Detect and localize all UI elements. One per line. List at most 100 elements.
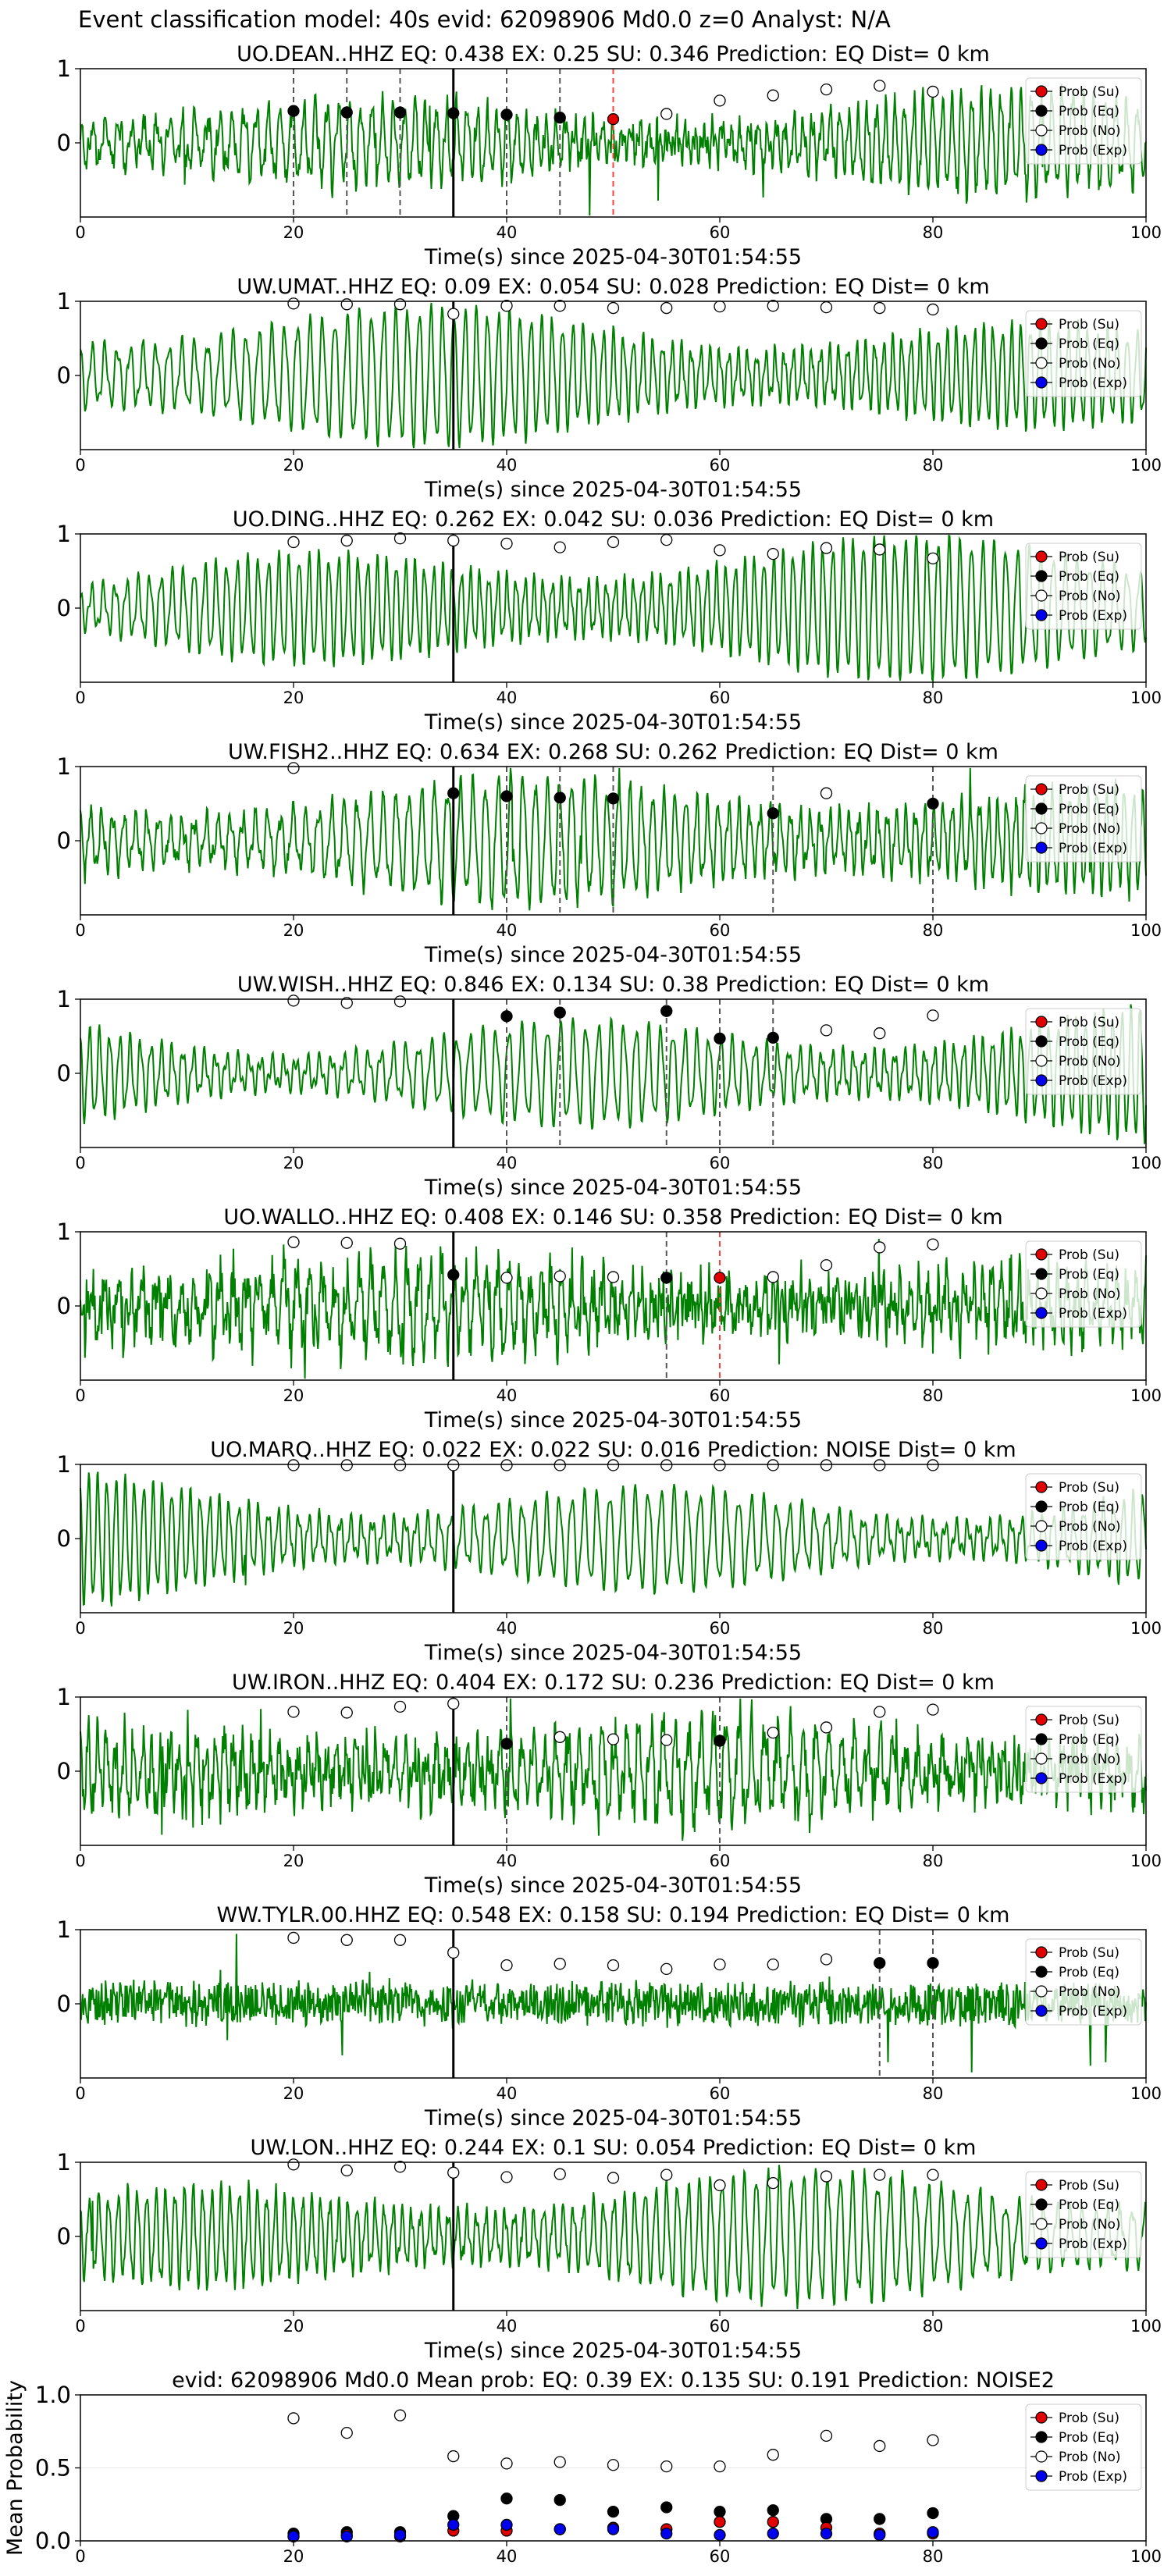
prob-no-point [553, 1270, 566, 1283]
legend-label: Prob (Eq) [1059, 1500, 1119, 1515]
x-tick-label: 0 [75, 1386, 85, 1405]
prob-no-point [927, 1009, 939, 1022]
legend-label: Prob (Su) [1059, 317, 1119, 333]
x-tick-label: 100 [1130, 688, 1162, 707]
panel-title: UO.DEAN..HHZ EQ: 0.438 EX: 0.25 SU: 0.34… [237, 42, 990, 66]
prob-no-point [287, 535, 300, 549]
prob-eq-point [447, 107, 460, 119]
prob-no-point [767, 1726, 779, 1739]
legend-marker [1035, 2411, 1048, 2424]
y-tick-label: 0 [57, 595, 71, 621]
prob-eq-point [767, 2504, 779, 2517]
prob-no-point [820, 787, 833, 799]
prob-no-point [607, 2459, 620, 2471]
legend-label: Prob (Eq) [1059, 802, 1119, 817]
legend-marker [1035, 802, 1048, 815]
x-tick-label: 20 [283, 921, 304, 940]
legend-marker [1035, 1035, 1048, 1048]
prob-no-point [500, 537, 513, 550]
legend-label: Prob (Su) [1059, 782, 1119, 798]
prob-no-point [927, 2169, 939, 2181]
prob-no-point [553, 1958, 566, 1970]
prob-no-point [714, 94, 726, 107]
panel-title: UO.WALLO..HHZ EQ: 0.408 EX: 0.146 SU: 0.… [223, 1205, 1002, 1229]
prob-exp-point [500, 2518, 513, 2532]
y-tick-label: 0 [57, 1525, 71, 1552]
x-tick-label: 100 [1130, 456, 1162, 475]
x-tick-label: 0 [75, 1154, 85, 1172]
legend-label: Prob (Eq) [1059, 1965, 1119, 1980]
legend-label: Prob (Eq) [1059, 1267, 1119, 1283]
y-tick-label: 0 [57, 1991, 71, 2017]
y-tick-label: 1 [57, 1219, 71, 1245]
legend-box [1025, 77, 1142, 165]
legend-marker [1035, 609, 1048, 621]
x-tick-label: 80 [923, 1852, 944, 1870]
prob-eq-point [287, 105, 300, 117]
prob-exp-point [927, 2526, 939, 2539]
x-tick-label: 20 [283, 1852, 304, 1870]
legend-marker [1035, 570, 1048, 582]
legend-label: Prob (Exp) [1059, 2236, 1127, 2252]
prob-no-point [927, 85, 939, 98]
seismogram-trace [80, 2165, 1147, 2310]
legend-marker [1035, 85, 1048, 98]
y-tick-label: 1 [57, 753, 71, 780]
x-tick-label: 80 [923, 2547, 944, 2566]
prob-exp-point [340, 2530, 353, 2543]
prob-no-point [767, 2176, 779, 2190]
x-tick-label: 40 [497, 921, 518, 940]
prob-no-point [340, 534, 353, 547]
legend-label: Prob (Su) [1059, 550, 1119, 565]
y-tick-label: 0 [57, 1758, 71, 1784]
x-tick-label: 100 [1130, 223, 1162, 242]
prob-no-point [393, 2409, 407, 2421]
legend-box [1025, 543, 1142, 630]
prob-su-point [714, 1272, 726, 1284]
prob-eq-point [500, 1738, 513, 1750]
prob-no-point [500, 1272, 513, 1284]
prob-no-point [874, 1027, 886, 1040]
legend-label: Prob (Su) [1059, 1945, 1119, 1961]
prob-eq-point [660, 1005, 673, 1017]
prob-no-point [340, 298, 353, 311]
prob-eq-point [714, 1032, 726, 1044]
x-axis-label: Time(s) since 2025-04-30T01:54:55 [424, 478, 802, 502]
prob-no-point [820, 1721, 833, 1734]
prob-no-point [767, 89, 779, 101]
legend-label: Prob (Exp) [1059, 1073, 1127, 1089]
legend-marker [1035, 2470, 1048, 2482]
prob-eq-point [500, 109, 513, 121]
prob-no-point [874, 1706, 886, 1718]
x-tick-label: 40 [497, 2317, 518, 2336]
legend-label: Prob (Su) [1059, 2178, 1119, 2194]
x-tick-label: 40 [497, 1154, 518, 1172]
prob-no-point [820, 83, 833, 96]
prob-no-point [287, 1706, 300, 1718]
x-tick-label: 80 [923, 2084, 944, 2103]
prob-no-point [767, 548, 779, 560]
prob-no-point [287, 762, 300, 774]
legend-box [1025, 1473, 1142, 1560]
x-tick-label: 40 [497, 2547, 518, 2566]
prob-eq-point [553, 2493, 566, 2507]
legend-marker [1035, 1500, 1048, 1513]
legend-label: Prob (Su) [1059, 1247, 1119, 1263]
x-tick-label: 0 [75, 1852, 85, 1870]
prob-no-point [927, 2434, 939, 2446]
prob-su-point [714, 2516, 726, 2528]
legend-label: Prob (Exp) [1059, 2004, 1127, 2019]
x-tick-label: 20 [283, 2317, 304, 2336]
prob-no-point [607, 2172, 620, 2184]
legend: Prob (Su) Prob (Eq) Prob (No) Prob (Exp) [1025, 1706, 1142, 1793]
x-tick-label: 0 [75, 921, 85, 940]
legend-label: Prob (No) [1059, 2217, 1121, 2233]
prob-exp-point [714, 2528, 726, 2542]
prob-eq-point [500, 790, 513, 802]
legend-label: Prob (Exp) [1059, 1771, 1127, 1787]
prob-no-point [340, 1459, 353, 1471]
x-axis-label: Time(s) since 2025-04-30T01:54:55 [424, 710, 802, 735]
prob-no-point [287, 297, 300, 310]
legend-label: Prob (Exp) [1059, 841, 1127, 856]
legend: Prob (Su) Prob (Eq) Prob (No) Prob (Exp) [1025, 2171, 1142, 2258]
